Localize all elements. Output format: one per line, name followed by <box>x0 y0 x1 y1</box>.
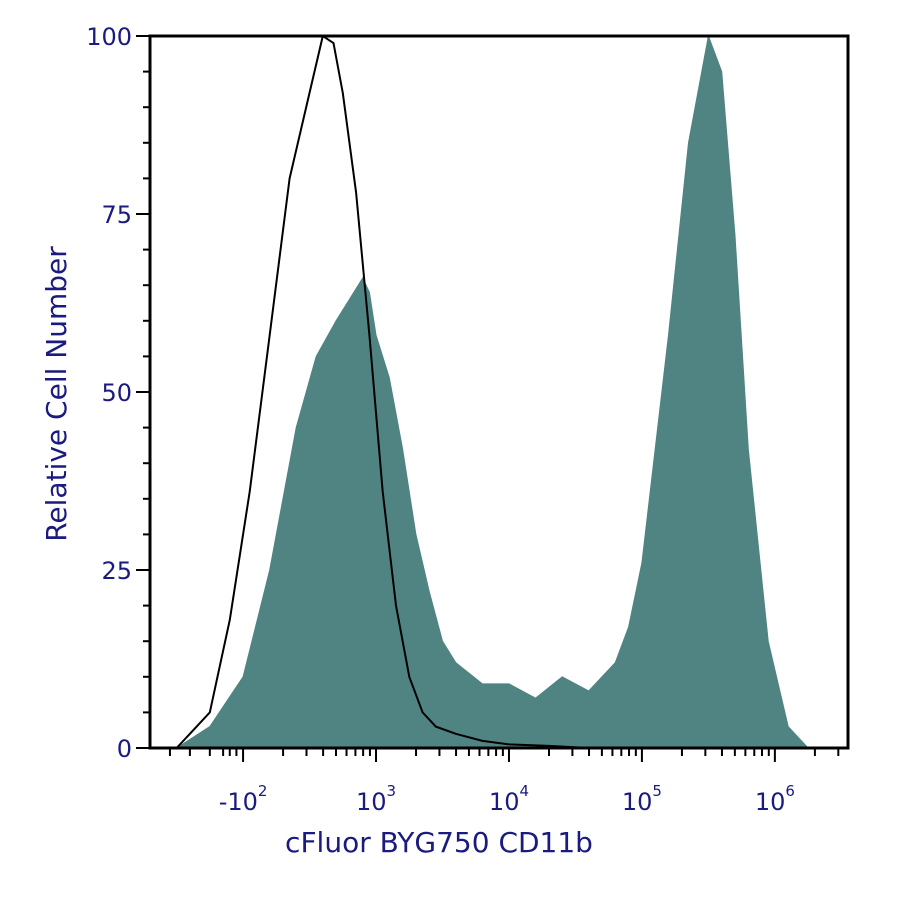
y-tick-label: 100 <box>86 23 132 51</box>
y-tick-label: 0 <box>117 735 132 763</box>
y-axis: 0 25 50 75 100 <box>86 23 150 763</box>
y-tick-label: 50 <box>101 379 132 407</box>
x-tick-label: 106 <box>755 782 795 816</box>
series-area-cd11b <box>174 34 810 749</box>
y-axis-title: Relative Cell Number <box>40 246 73 542</box>
y-tick-label: 25 <box>101 557 132 585</box>
x-axis-title: cFluor BYG750 CD11b <box>285 826 593 859</box>
y-tick-label: 75 <box>101 201 132 229</box>
x-tick-label: -102 <box>219 782 268 816</box>
series-layer <box>174 34 810 749</box>
x-tick-label: 103 <box>356 782 396 816</box>
x-axis: -102 103 104 105 106 <box>168 748 840 816</box>
series-line-isotype-control <box>175 34 589 749</box>
x-tick-label: 104 <box>489 782 529 816</box>
x-tick-label: 105 <box>622 782 662 816</box>
